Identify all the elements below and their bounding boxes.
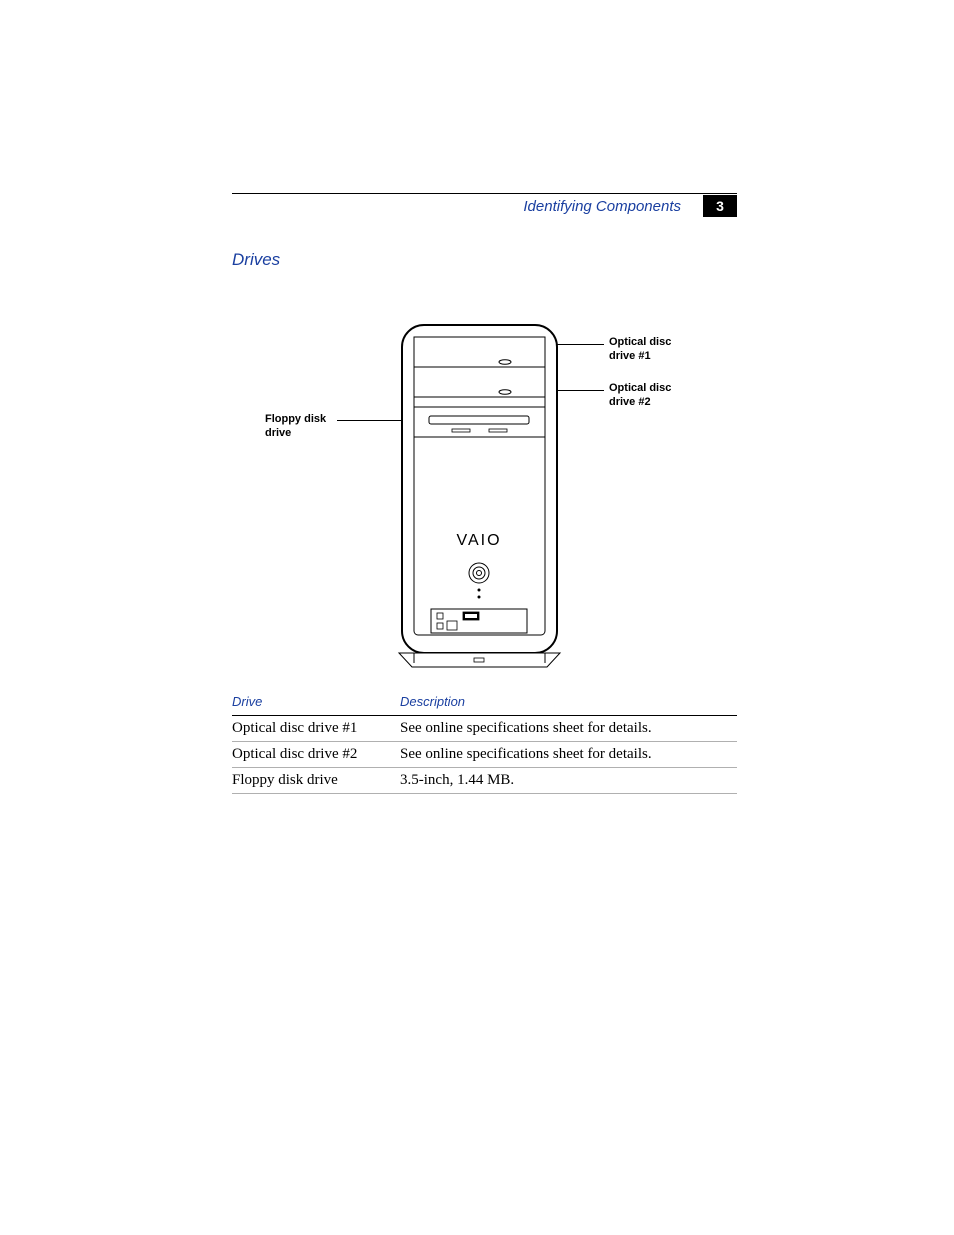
- cell-desc: See online specifications sheet for deta…: [400, 716, 737, 742]
- label-optical2-line1: Optical disc: [609, 382, 671, 394]
- label-optical1: Optical disc drive #1: [609, 336, 699, 364]
- cell-drive: Optical disc drive #1: [232, 716, 400, 742]
- drives-diagram: Floppy disk drive Optical disc drive #1 …: [232, 300, 737, 680]
- vaio-logo: VAIO: [456, 532, 501, 549]
- computer-tower-icon: VAIO: [397, 305, 587, 675]
- cell-drive: Optical disc drive #2: [232, 742, 400, 768]
- label-optical2-line2: drive #2: [609, 396, 651, 408]
- label-optical1-line2: drive #1: [609, 350, 651, 362]
- table-header-row: Drive Description: [232, 690, 737, 716]
- table-row: Optical disc drive #1 See online specifi…: [232, 716, 737, 742]
- col-drive: Drive: [232, 690, 400, 716]
- label-optical2: Optical disc drive #2: [609, 382, 699, 410]
- label-floppy-line1: Floppy disk: [265, 413, 326, 425]
- table-row: Floppy disk drive 3.5-inch, 1.44 MB.: [232, 768, 737, 794]
- section-title: Drives: [232, 250, 280, 270]
- cell-drive: Floppy disk drive: [232, 768, 400, 794]
- page-number-badge: 3: [703, 195, 737, 217]
- col-description: Description: [400, 690, 737, 716]
- drives-table: Drive Description Optical disc drive #1 …: [232, 690, 737, 794]
- label-optical1-line1: Optical disc: [609, 336, 671, 348]
- table-row: Optical disc drive #2 See online specifi…: [232, 742, 737, 768]
- label-floppy: Floppy disk drive: [265, 413, 345, 441]
- chapter-title: Identifying Components: [523, 198, 681, 215]
- label-floppy-line2: drive: [265, 427, 291, 439]
- top-rule: [232, 193, 737, 194]
- drives-table-wrap: Drive Description Optical disc drive #1 …: [232, 690, 737, 794]
- cell-desc: See online specifications sheet for deta…: [400, 742, 737, 768]
- page-header: Identifying Components 3: [232, 198, 737, 222]
- cell-desc: 3.5-inch, 1.44 MB.: [400, 768, 737, 794]
